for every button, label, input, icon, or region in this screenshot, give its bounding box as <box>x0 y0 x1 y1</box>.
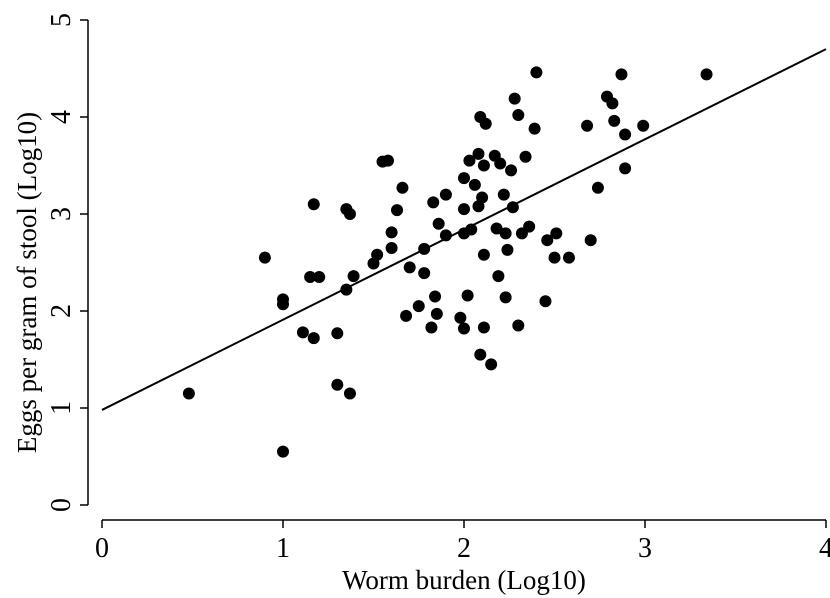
data-point <box>400 309 413 322</box>
x-tick-label: 1 <box>276 533 290 564</box>
data-point <box>512 319 525 332</box>
data-point <box>371 248 384 261</box>
data-point <box>591 181 604 194</box>
data-point <box>418 242 431 255</box>
plot-area <box>101 48 827 458</box>
data-point <box>385 241 398 254</box>
data-point <box>501 243 514 256</box>
data-point <box>474 348 487 361</box>
y-axis-title: Eggs per gram of stool (Log10) <box>12 112 42 453</box>
data-point <box>608 114 621 127</box>
data-point <box>499 291 512 304</box>
data-point <box>492 270 505 283</box>
data-point <box>548 251 561 264</box>
x-tick-label: 4 <box>819 533 830 564</box>
data-point <box>458 203 470 216</box>
data-point <box>396 181 409 194</box>
data-point <box>637 119 650 132</box>
data-point <box>581 119 594 132</box>
x-tick-label: 3 <box>638 533 652 564</box>
data-point <box>497 188 510 201</box>
data-point <box>343 387 356 400</box>
data-point <box>182 387 195 400</box>
data-point <box>381 154 394 167</box>
data-point <box>427 196 440 209</box>
y-tick-label: 5 <box>46 13 77 27</box>
data-point <box>584 234 597 247</box>
data-point <box>331 378 344 391</box>
data-point <box>465 223 478 236</box>
data-point <box>550 227 563 240</box>
data-point <box>472 147 485 160</box>
data-point <box>477 248 490 261</box>
data-point <box>463 154 476 167</box>
data-point <box>477 321 490 334</box>
y-tick-label: 3 <box>46 207 77 221</box>
data-point <box>494 157 507 170</box>
data-point <box>505 164 518 177</box>
data-point <box>307 332 320 345</box>
data-point <box>485 358 498 371</box>
data-point <box>615 68 628 81</box>
data-point <box>606 97 619 110</box>
data-point <box>432 217 445 230</box>
data-point <box>343 208 356 220</box>
data-point <box>412 300 425 313</box>
data-point <box>403 261 416 274</box>
data-point <box>425 321 438 334</box>
x-tick-label: 2 <box>457 533 471 564</box>
data-point <box>340 283 353 296</box>
data-point <box>562 251 575 264</box>
data-point <box>296 326 309 339</box>
y-tick-label: 2 <box>46 304 77 318</box>
data-point <box>499 227 512 240</box>
data-point <box>307 198 320 211</box>
axes: 0 1 2 3 4 5 0 1 2 3 4 <box>46 13 830 564</box>
data-point <box>700 68 713 81</box>
data-point <box>391 204 404 217</box>
data-point <box>523 220 536 233</box>
data-point <box>541 234 554 247</box>
data-point <box>506 201 519 214</box>
data-point <box>530 66 543 79</box>
data-point <box>304 271 317 284</box>
data-point <box>490 222 503 235</box>
x-tick-label: 0 <box>95 533 109 564</box>
data-point <box>277 298 289 311</box>
data-point <box>430 307 443 320</box>
data-point <box>508 92 521 105</box>
data-point <box>258 251 271 264</box>
data-point <box>458 172 470 185</box>
data-point <box>429 290 442 303</box>
data-point <box>439 188 452 201</box>
x-axis-title: Worm burden (Log10) <box>342 565 586 595</box>
y-tick-label: 0 <box>46 498 77 512</box>
data-point <box>476 191 489 204</box>
data-point <box>277 445 289 458</box>
data-point <box>477 159 490 172</box>
y-tick-label: 1 <box>46 401 77 415</box>
data-point <box>479 117 492 130</box>
data-point <box>385 226 398 239</box>
data-point <box>454 311 467 324</box>
data-point <box>439 229 452 242</box>
data-point <box>461 289 474 302</box>
data-point <box>519 150 532 163</box>
data-point <box>619 162 632 175</box>
data-point <box>539 295 552 308</box>
data-point <box>468 178 481 191</box>
y-tick-label: 4 <box>46 110 77 124</box>
data-point <box>418 267 431 280</box>
data-point <box>512 109 525 122</box>
data-point <box>331 327 344 340</box>
data-point <box>619 128 632 141</box>
data-point <box>528 122 541 135</box>
data-point <box>313 271 326 284</box>
data-point <box>458 322 470 335</box>
data-point <box>347 270 360 283</box>
